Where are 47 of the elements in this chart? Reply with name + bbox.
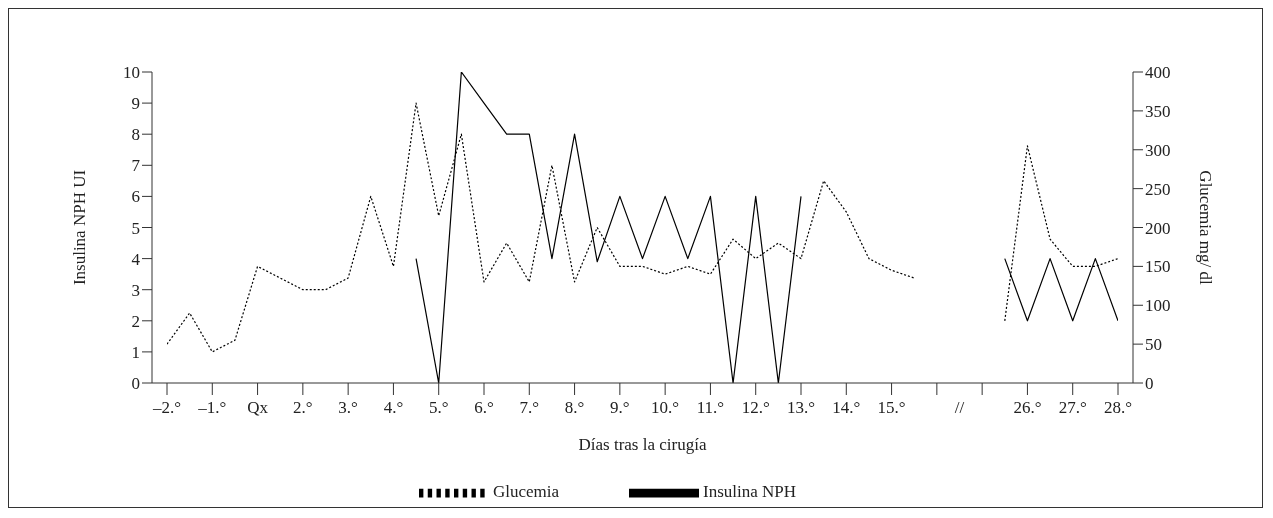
x-tick-label: 11.° [696,398,725,417]
y-tick-label: 2 [131,311,140,331]
y2-axis-title: Glucemia mg/ dl [1195,170,1215,285]
figure-frame: Glucemia Insulina NPH –2.° –1.° Qx 2.° 3.° 4.° 5.° 6.° 7.° 8.° 9.° 10.° 11.° 12.° 13.° 14.° 15.° // 26.° 27.° 28.° Días tras la cirugía 0 1 2 3 4 5 6 7 8 9 10 Insulina NPH UI 0 50 100 150 200 250 300 350 400 Glucemia mg/ dl [8,8,1263,508]
x-tick-label: 2.° [293,398,313,417]
y2-tick-label: 400 [1145,63,1171,83]
x-tick-label: 26.° [1013,398,1042,417]
y-tick-label: 6 [131,187,140,207]
y-tick-label: 4 [131,249,141,269]
y-axis-title: Insulina NPH UI [70,169,90,286]
y2-tick-label: 200 [1145,218,1171,238]
x-tick-label: 9.° [610,398,630,417]
x-axis-title: Días tras la cirugía [578,435,707,454]
x-tick-label: 6.° [474,398,494,417]
x-tick-label: // [954,398,965,417]
legend-label: Insulina NPH [703,481,797,501]
y2-tick-label: 250 [1145,179,1171,199]
x-tick-label: 7.° [519,398,540,417]
y-tick-label: 10 [123,63,140,83]
x-tick-label: 3.° [338,398,358,417]
y2-tick-label: 350 [1145,101,1171,121]
x-tick-label: 15.° [877,398,906,417]
x-tick-label: –1.° [197,398,227,417]
y2-tick-label: 0 [1145,374,1154,394]
y2-tick-label: 300 [1145,140,1171,160]
x-tick-label: 12.° [741,398,770,417]
x-tick-label: 8.° [564,398,585,417]
y-tick-label: 3 [131,280,140,300]
y2-tick-label: 100 [1145,296,1171,316]
x-tick-label: 10.° [651,398,680,417]
legend-label: Glucemia [492,481,560,501]
y-tick-label: 0 [131,374,140,394]
y-tick-label: 7 [131,156,141,176]
x-tick-label: –2.° [151,398,182,417]
x-tick-label: 4.° [383,398,404,417]
y-tick-label: 1 [131,342,140,362]
y-tick-label: 5 [131,218,140,238]
x-tick-label: 28.° [1103,398,1133,417]
x-tick-label: Qx [247,398,269,417]
y-tick-label: 8 [131,125,140,145]
y2-tick-label: 50 [1145,335,1162,355]
x-tick-label: 5.° [428,398,449,417]
x-tick-label: 14.° [832,398,861,417]
y-tick-label: 9 [131,94,140,114]
y2-tick-label: 150 [1145,257,1171,277]
x-tick-label: 27.° [1058,398,1087,417]
x-tick-label: 13.° [786,398,816,417]
